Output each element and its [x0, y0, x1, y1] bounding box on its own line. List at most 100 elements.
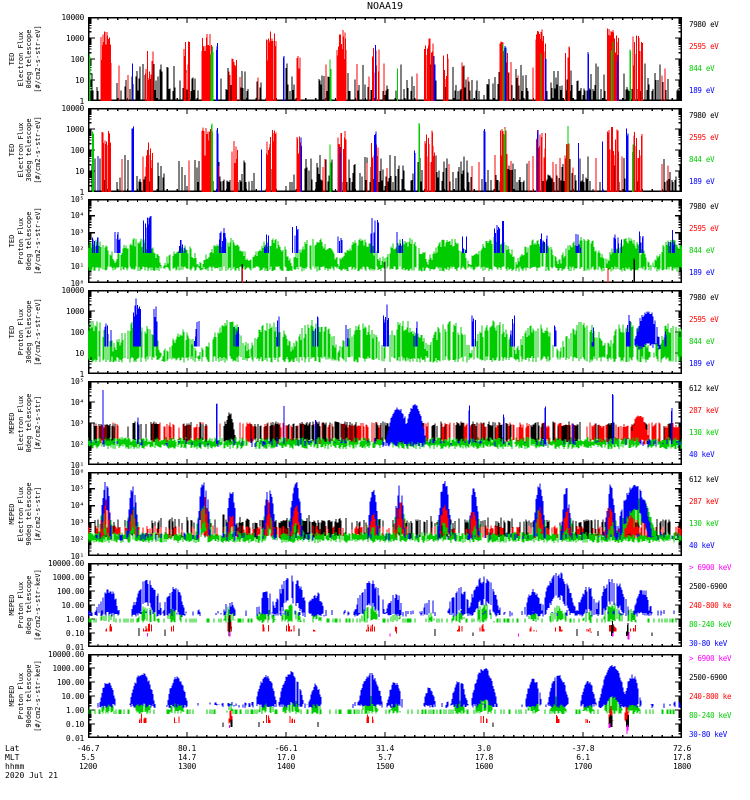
- y-tick-label: 10¹: [70, 261, 84, 271]
- x-axis-row-label: hhmm: [5, 762, 25, 771]
- y-tick-label: 10000: [61, 12, 84, 22]
- y-tick-label: 10⁵: [70, 484, 84, 494]
- legend-entry: 80-240 keV: [689, 711, 732, 720]
- plot-area: [88, 381, 682, 465]
- x-tick-value: 1800: [672, 762, 692, 771]
- legend-entry: 7980 eV: [689, 293, 719, 302]
- panel-meped-electron-90deg: MEPED Electron Flux 90deg telescope [#/cm2-…: [0, 468, 750, 561]
- x-tick-value: 72.6: [672, 744, 692, 753]
- y-tick-label: 10000: [61, 285, 84, 295]
- y-tick-labels: 10000 1000 100 10 1: [0, 104, 86, 197]
- x-tick-value: 6.1: [576, 753, 590, 762]
- y-tick-labels: 10000 1000 100 10 1: [0, 286, 86, 379]
- x-tick-value: -46.7: [76, 744, 100, 753]
- legend-entry: 130 keV: [689, 519, 719, 528]
- legend-entry: 189 eV: [689, 359, 715, 368]
- panel-legend: 7980 eV 2595 eV 844 eV 189 eV: [689, 108, 750, 192]
- legend-entry: 844 eV: [689, 337, 715, 346]
- plot-area: [88, 563, 682, 647]
- x-tick-value: 5.5: [81, 753, 95, 762]
- legend-entry: 7980 eV: [689, 111, 719, 120]
- y-tick-label: 10: [74, 348, 84, 358]
- y-tick-label: 10⁰: [70, 278, 84, 288]
- y-tick-labels: 10⁶ 10⁵ 10⁴ 10³ 10² 10¹: [0, 468, 86, 561]
- legend-entry: 287 keV: [689, 497, 719, 506]
- x-axis-row-label: Lat: [5, 744, 20, 753]
- y-tick-label: 0.01: [65, 733, 84, 743]
- legend-entry: 2595 eV: [689, 42, 719, 51]
- y-tick-label: 10³: [70, 517, 84, 527]
- x-tick-value: 1600: [474, 762, 494, 771]
- legend-entry: 240-800 ke: [689, 692, 732, 701]
- x-tick-value: 5.7: [378, 753, 392, 762]
- y-tick-label: 100.00: [56, 677, 84, 687]
- legend-entry: 80-240 keV: [689, 620, 732, 629]
- panel-meped-electron-0deg: MEPED Electron Flux 0deg telescope [#/cm2-s…: [0, 377, 750, 470]
- legend-entry: 2595 eV: [689, 133, 719, 142]
- y-tick-labels: 10⁵ 10⁴ 10³ 10² 10¹: [0, 377, 86, 470]
- legend-entry: 189 eV: [689, 177, 715, 186]
- x-tick-value: 14.7: [177, 753, 197, 762]
- legend-entry: 612 keV: [689, 475, 719, 484]
- legend-entry: 844 eV: [689, 155, 715, 164]
- y-tick-label: 100: [70, 54, 84, 64]
- legend-entry: 2595 eV: [689, 315, 719, 324]
- y-tick-labels: 10000 1000 100 10 1: [0, 13, 86, 106]
- y-tick-label: 1000.00: [52, 663, 84, 673]
- legend-entry: 2500-6900: [689, 582, 727, 591]
- y-tick-label: 1: [79, 187, 84, 197]
- y-tick-label: 10⁴: [70, 501, 84, 511]
- legend-entry: 189 eV: [689, 86, 715, 95]
- panel-legend: > 6900 keV 2500-6900 240-800 ke 80-240 keV 3…: [689, 563, 750, 648]
- y-tick-label: 10¹: [70, 551, 84, 561]
- y-tick-label: 10⁴: [70, 397, 84, 407]
- legend-entry: 7980 eV: [689, 202, 719, 211]
- legend-entry: 30-80 keV: [689, 639, 727, 648]
- date-label: 2020 Jul 21: [5, 771, 58, 780]
- y-tick-label: 10²: [70, 439, 84, 449]
- y-tick-label: 1: [79, 96, 84, 106]
- panel-meped-proton-0deg: MEPED Proton Flux 0deg telescope [#/cm2-s-s…: [0, 559, 750, 652]
- legend-entry: 30-80 keV: [689, 730, 727, 739]
- legend-entry: 7980 eV: [689, 20, 719, 29]
- legend-entry: 40 keV: [689, 450, 715, 459]
- chart-title: NOAA19: [366, 1, 404, 12]
- legend-entry: 240-800 ke: [689, 601, 732, 610]
- y-tick-label: 1000: [65, 306, 84, 316]
- y-tick-label: 1.00: [65, 705, 84, 715]
- panel-legend: 7980 eV 2595 eV 844 eV 189 eV: [689, 199, 750, 283]
- legend-entry: 130 keV: [689, 428, 719, 437]
- x-tick-value: 31.4: [375, 744, 395, 753]
- y-tick-label: 10⁴: [70, 211, 84, 221]
- legend-entry: > 6900 keV: [689, 654, 732, 663]
- y-tick-label: 1000: [65, 124, 84, 134]
- legend-entry: 612 keV: [689, 384, 719, 393]
- legend-entry: > 6900 keV: [689, 563, 732, 572]
- y-tick-label: 10²: [70, 534, 84, 544]
- y-tick-label: 0.01: [65, 642, 84, 652]
- x-tick-value: 1500: [375, 762, 395, 771]
- plot-area: [88, 472, 682, 556]
- y-tick-label: 0.10: [65, 628, 84, 638]
- y-tick-label: 10⁵: [70, 376, 84, 386]
- plot-area: [88, 17, 682, 101]
- x-axis-row-label: MLT: [5, 753, 20, 762]
- x-tick-value: 1200: [78, 762, 98, 771]
- y-tick-label: 100: [70, 327, 84, 337]
- x-tick-value: 17.0: [276, 753, 296, 762]
- y-tick-labels: 10⁵ 10⁴ 10³ 10² 10¹ 10⁰: [0, 195, 86, 288]
- plot-area: [88, 290, 682, 374]
- y-tick-label: 10000.00: [47, 558, 84, 568]
- legend-entry: 2500-6900: [689, 673, 727, 682]
- panel-ted-electron-0deg: TED Electron Flux 0deg telescope [#/cm2-s-s…: [0, 13, 750, 106]
- y-tick-label: 10²: [70, 244, 84, 254]
- y-tick-label: 10⁵: [70, 194, 84, 204]
- panel-ted-electron-30deg: TED Electron Flux 30deg telescope [#/cm2-s-…: [0, 104, 750, 197]
- panel-legend: 7980 eV 2595 eV 844 eV 189 eV: [689, 17, 750, 101]
- y-tick-label: 10¹: [70, 460, 84, 470]
- y-tick-label: 100: [70, 145, 84, 155]
- y-tick-label: 10000.00: [47, 649, 84, 659]
- y-tick-label: 100.00: [56, 586, 84, 596]
- y-tick-label: 1: [79, 369, 84, 379]
- panel-legend: > 6900 keV 2500-6900 240-800 ke 80-240 keV 3…: [689, 654, 750, 739]
